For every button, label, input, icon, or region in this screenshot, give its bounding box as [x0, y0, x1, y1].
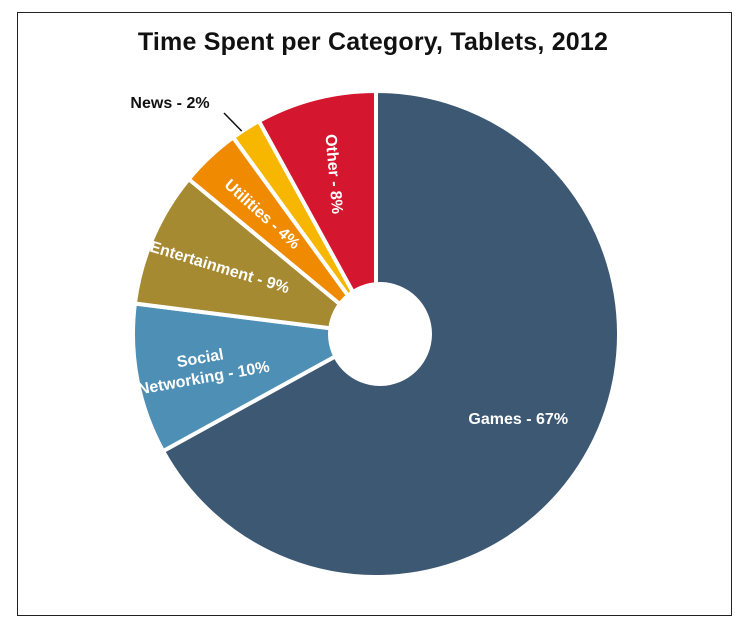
news-leader-line: [223, 112, 243, 132]
slice-entertainment: [132, 177, 378, 336]
chart-title: Time Spent per Category, Tablets, 2012: [137, 28, 609, 56]
slice-label-news: News - 2%: [130, 95, 209, 112]
slice-label-other: Other - 8%: [321, 133, 345, 214]
donut-hole: [328, 282, 432, 386]
slice-label-games: Games - 67%: [468, 411, 568, 428]
slice-social-networking: [131, 301, 378, 454]
slice-other: [256, 89, 378, 336]
